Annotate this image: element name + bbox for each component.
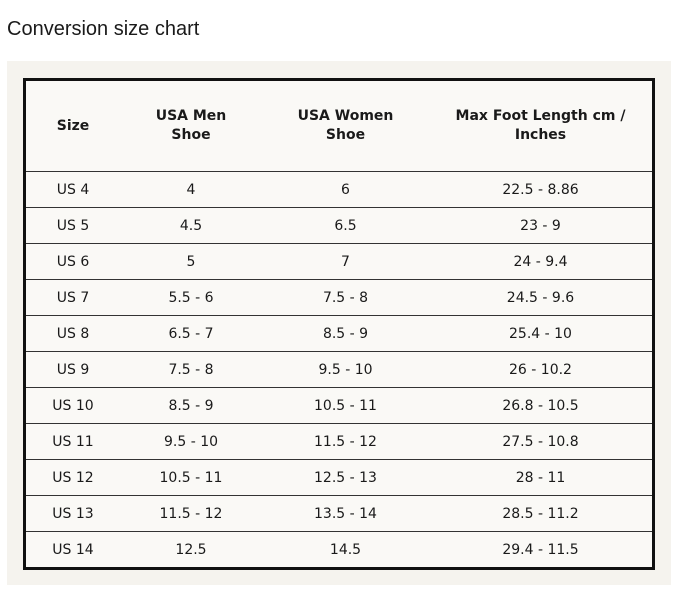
table-row: US 11 9.5 - 10 11.5 - 12 27.5 - 10.8 xyxy=(24,423,654,460)
table-cell: US 13 xyxy=(24,495,120,532)
table-cell: 25.4 - 10 xyxy=(429,315,654,352)
table-cell: 6 xyxy=(262,171,429,208)
table-cell: 7 xyxy=(262,243,429,280)
header-cell: Max Foot Length cm / Inches xyxy=(429,79,654,172)
table-row: US 13 11.5 - 12 13.5 - 14 28.5 - 11.2 xyxy=(24,495,654,532)
table-cell: 8.5 - 9 xyxy=(262,315,429,352)
table-row: US 6 5 7 24 - 9.4 xyxy=(24,243,654,280)
table-cell: 13.5 - 14 xyxy=(262,495,429,532)
table-cell: US 5 xyxy=(24,207,120,244)
table-cell: 10.5 - 11 xyxy=(262,387,429,424)
table-cell: 4 xyxy=(120,171,262,208)
table-cell: US 10 xyxy=(24,387,120,424)
table-cell: 7.5 - 8 xyxy=(120,351,262,388)
table-cell: US 7 xyxy=(24,279,120,316)
table-cell: 6.5 - 7 xyxy=(120,315,262,352)
table-cell: 4.5 xyxy=(120,207,262,244)
table-row: US 12 10.5 - 11 12.5 - 13 28 - 11 xyxy=(24,459,654,496)
table-row: US 5 4.5 6.5 23 - 9 xyxy=(24,207,654,244)
table-cell: US 12 xyxy=(24,459,120,496)
table-cell: US 4 xyxy=(24,171,120,208)
table-cell: US 6 xyxy=(24,243,120,280)
table-cell: 28 - 11 xyxy=(429,459,654,496)
table-row: US 4 4 6 22.5 - 8.86 xyxy=(24,171,654,208)
header-cell: USA Women Shoe xyxy=(262,79,429,172)
table-row: US 9 7.5 - 8 9.5 - 10 26 - 10.2 xyxy=(24,351,654,388)
table-cell: US 8 xyxy=(24,315,120,352)
table-cell: 24.5 - 9.6 xyxy=(429,279,654,316)
header-cell: Size xyxy=(24,79,120,172)
title: Conversion size chart xyxy=(7,18,200,40)
table-cell: 6.5 xyxy=(262,207,429,244)
table-cell: 12.5 - 13 xyxy=(262,459,429,496)
table-cell: US 14 xyxy=(52,541,94,558)
table-cell: 28.5 - 11.2 xyxy=(429,495,654,532)
table-cell: 9.5 - 10 xyxy=(120,423,262,460)
header-row: Size USA Men Shoe USA Women Shoe Max Foot L… xyxy=(24,79,654,172)
table-cell: US 11 xyxy=(24,423,120,460)
table-cell: 5.5 - 6 xyxy=(120,279,262,316)
table-cell: 27.5 - 10.8 xyxy=(429,423,654,460)
table-cell: 8.5 - 9 xyxy=(120,387,262,424)
panel: Size USA Men Shoe USA Women Shoe Max Foot L… xyxy=(7,61,671,585)
table-cell: 12.5 xyxy=(175,541,207,558)
table-cell: 9.5 - 10 xyxy=(262,351,429,388)
table-cell: 26 - 10.2 xyxy=(429,351,654,388)
table-cell: 22.5 - 8.86 xyxy=(429,171,654,208)
table-cell: 5 xyxy=(120,243,262,280)
size-table: Size USA Men Shoe USA Women Shoe Max Foot L… xyxy=(23,78,655,570)
table-cell: 24 - 9.4 xyxy=(429,243,654,280)
table-cell: 11.5 - 12 xyxy=(262,423,429,460)
header-cell: USA Men Shoe xyxy=(120,79,262,172)
table-row: US 10 8.5 - 9 10.5 - 11 26.8 - 10.5 xyxy=(24,387,654,424)
table-row: US 7 5.5 - 6 7.5 - 8 24.5 - 9.6 xyxy=(24,279,654,316)
table-cell: 10.5 - 11 xyxy=(120,459,262,496)
table-cell: 14.5 xyxy=(329,541,362,558)
table-cell: US 9 xyxy=(24,351,120,388)
table-cell: 26.8 - 10.5 xyxy=(429,387,654,424)
table-cell: 29.4 - 11.5 xyxy=(502,541,579,558)
table-cell: 23 - 9 xyxy=(429,207,654,244)
table-row: US 8 6.5 - 7 8.5 - 9 25.4 - 10 xyxy=(24,315,654,352)
table-row: US 14 12.5 14.5 29.4 - 11.5 xyxy=(25,532,654,569)
table-cell: 7.5 - 8 xyxy=(262,279,429,316)
table-cell: 11.5 - 12 xyxy=(120,495,262,532)
